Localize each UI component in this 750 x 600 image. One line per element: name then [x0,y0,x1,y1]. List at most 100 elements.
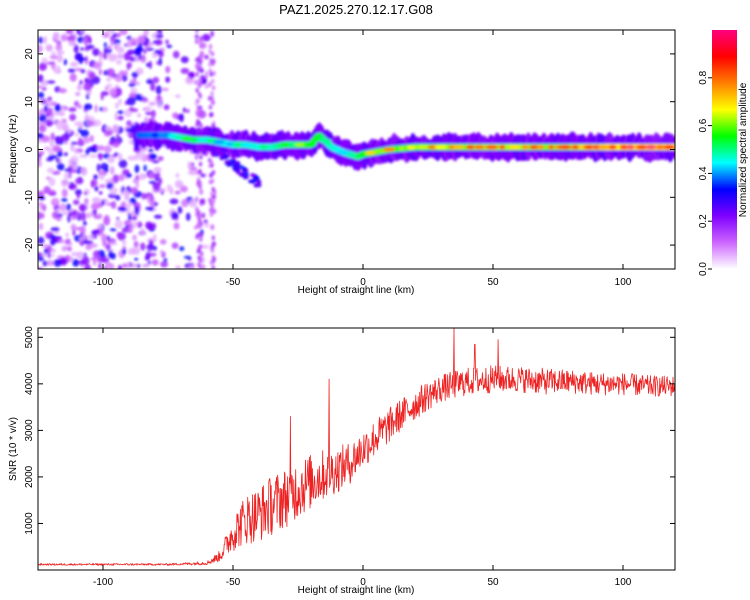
noise-blob [195,57,199,63]
noise-blob [134,257,139,261]
spectrogram-y-ticks: -20 -10 0 10 20 [24,48,675,252]
x-tick-label: -100 [93,277,113,288]
noise-blob [211,60,215,66]
snr-x-axis-label: Height of straight line (km) [298,585,415,596]
colorbar: 0.0 0.2 0.4 0.6 0.8 Normalized spectral ampl… [698,30,749,276]
noise-blob [53,259,62,267]
noise-blob [171,242,179,249]
noise-blob [112,174,120,184]
noise-blob [76,251,85,259]
noise-blob [101,199,105,206]
ridge-peak [473,145,485,150]
noise-blob [127,155,136,161]
ridge-peak [644,145,658,150]
spectrogram-y-axis-label: Frequency (Hz) [8,115,19,184]
noise-blob [116,110,125,115]
noise-blob [147,260,151,265]
noise-blob [166,184,173,193]
noise-blob [185,212,191,222]
ridge-peak [521,145,529,150]
noise-blob [177,206,183,214]
noise-blob [103,214,110,224]
noise-blob [172,112,179,119]
y-tick-label: 1000 [24,512,35,535]
noise-blob [41,253,50,258]
noise-blob [188,264,195,269]
noise-blob [188,71,195,79]
noise-blob [211,85,216,91]
noise-blob [89,154,98,158]
noise-blob [124,69,128,77]
y-tick-label: 3000 [24,419,35,442]
noise-blob [198,77,202,83]
noise-blob [199,43,203,49]
noise-blob [123,52,131,61]
ridge-peak [508,145,521,150]
noise-blob [131,262,138,269]
noise-blob [156,94,161,101]
branch-blob [241,166,247,171]
noise-blob [131,215,138,221]
ridge-peak [635,145,649,150]
noise-blob [201,244,210,249]
noise-blob [104,86,110,91]
noise-blob [152,233,157,242]
noise-blob [96,163,101,172]
noise-blob [90,179,95,189]
noise-blob [38,91,45,99]
noise-blob [98,191,103,195]
noise-blob [195,71,199,77]
noise-blob [38,266,43,269]
noise-blob [186,109,190,114]
noise-blob [199,37,204,43]
noise-blob [68,183,77,190]
noise-blob [86,120,95,127]
noise-blob [135,81,141,86]
y-tick-label: 2000 [24,465,35,488]
noise-blob [208,179,213,185]
noise-blob [115,43,121,48]
noise-blob [72,258,80,267]
noise-blob [62,123,69,132]
noise-blob [50,253,55,258]
noise-blob [80,69,86,74]
branch-blob [234,168,240,173]
noise-blob [208,104,213,110]
noise-blob [145,111,153,116]
noise-blob [211,255,216,261]
noise-blob [161,87,169,92]
ridge-peak [310,137,320,142]
noise-blob [42,260,48,267]
noise-blob [84,264,92,269]
noise-blob [99,174,105,180]
noise-blob [38,111,41,117]
noise-blob [134,205,140,215]
noise-blob [187,161,192,170]
noise-blob [47,235,57,239]
noise-blob [72,199,80,205]
noise-blob [106,182,114,190]
noise-blob [172,50,180,59]
noise-blob [46,80,56,84]
noise-blob [123,220,133,226]
noise-blob [101,233,108,243]
noise-blob [109,242,118,246]
noise-blob [201,173,205,178]
noise-blob [83,191,88,195]
noise-blob [195,87,199,93]
noise-blob [141,263,151,268]
noise-blob [198,82,203,88]
noise-blob [88,243,98,248]
noise-blob [136,113,142,118]
noise-blob [67,68,76,73]
noise-blob [116,217,120,221]
noise-blob [38,195,46,201]
noise-blob [196,112,201,118]
noise-blob [174,179,184,189]
noise-blob [75,85,84,90]
noise-blob [211,186,216,192]
noise-blob [92,48,100,56]
noise-blob [194,154,199,160]
